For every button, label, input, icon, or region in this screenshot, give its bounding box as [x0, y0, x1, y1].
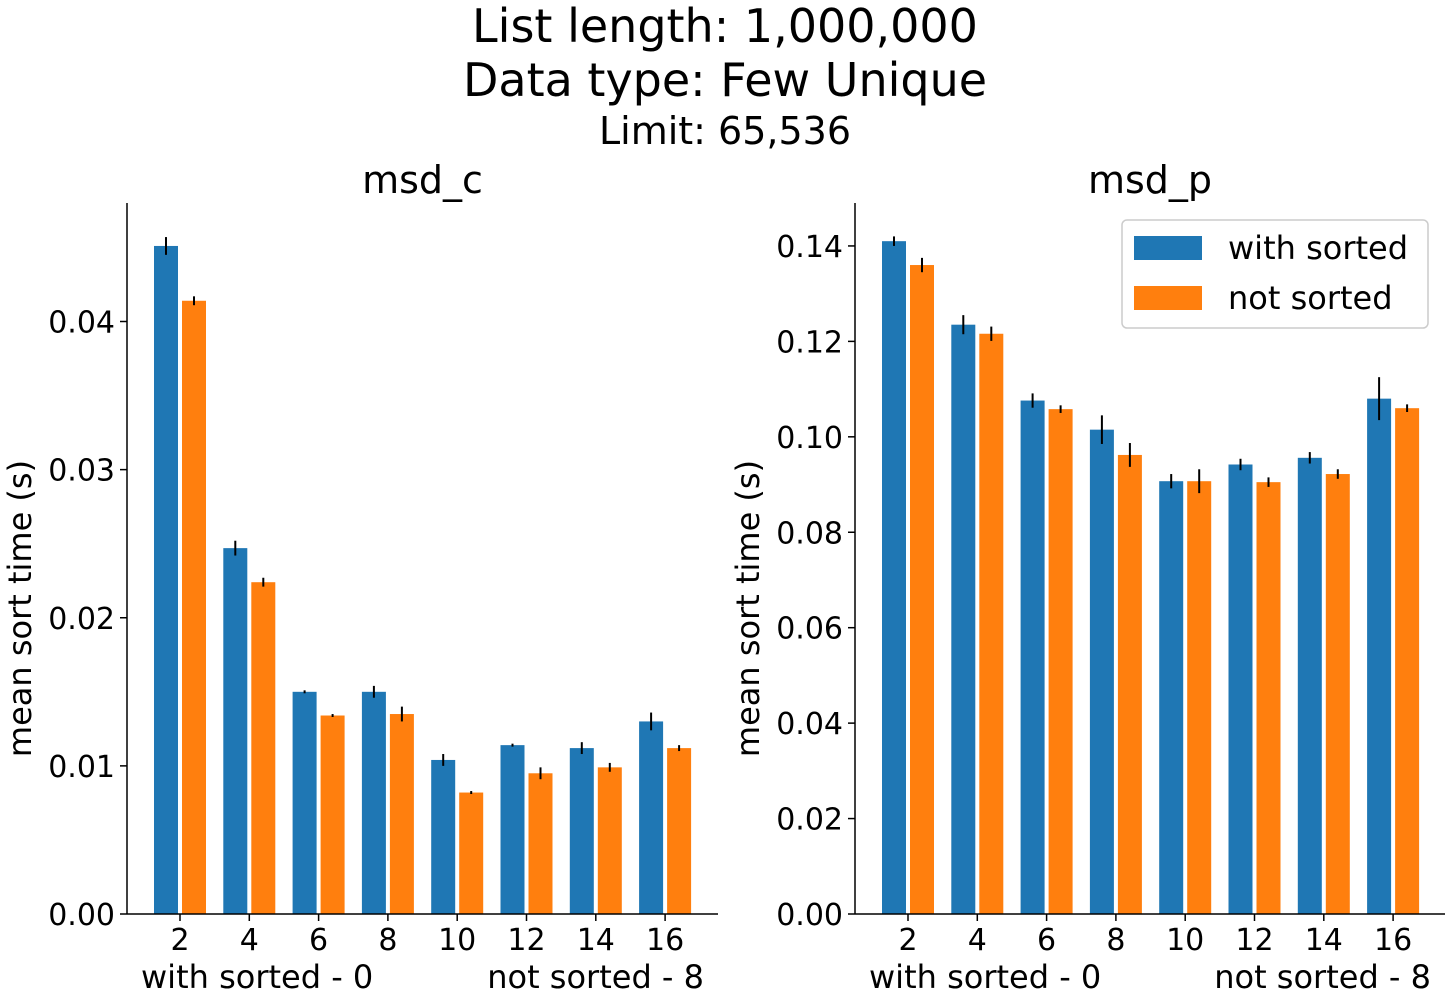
bar-msd_c-with-sorted-8: [361, 691, 386, 914]
x-axis-label-right-msd_c: not sorted - 8: [487, 958, 704, 996]
x-axis-label-left-msd_c: with sorted - 0: [141, 958, 373, 996]
bar-msd_p-not-sorted-14: [1325, 474, 1350, 914]
bar-msd_p-with-sorted-8: [1089, 429, 1114, 914]
figure-title-line1: List length: 1,000,000: [472, 0, 978, 53]
bar-msd_c-with-sorted-6: [292, 691, 317, 914]
bar-msd_p-not-sorted-16: [1395, 408, 1420, 914]
y-tick-label-msd_c-0.00: 0.00: [48, 898, 115, 933]
x-tick-label-msd_p-10: 10: [1166, 923, 1204, 958]
x-tick-label-msd_p-14: 14: [1305, 923, 1343, 958]
bar-msd_p-with-sorted-16: [1367, 398, 1392, 914]
panel-title-msd_p: msd_p: [1088, 158, 1212, 202]
x-tick-label-msd_p-12: 12: [1235, 923, 1273, 958]
y-tick-label-msd_p-0.00: 0.00: [776, 898, 843, 933]
bar-msd_c-not-sorted-10: [459, 792, 484, 914]
bar-msd_c-with-sorted-10: [431, 759, 456, 914]
bar-msd_c-with-sorted-16: [639, 721, 664, 914]
bar-msd_p-with-sorted-14: [1297, 457, 1322, 914]
bar-msd_p-not-sorted-2: [910, 265, 934, 914]
bar-msd_c-not-sorted-14: [597, 767, 622, 914]
y-tick-label-msd_p-0.10: 0.10: [776, 421, 843, 456]
bar-msd_p-with-sorted-2: [882, 241, 906, 914]
x-axis-label-left-msd_p: with sorted - 0: [869, 958, 1101, 996]
bar-msd_c-not-sorted-12: [528, 773, 553, 914]
x-tick-label-msd_c-6: 6: [309, 923, 328, 958]
bar-msd_c-with-sorted-14: [569, 748, 594, 914]
y-tick-label-msd_c-0.03: 0.03: [48, 454, 115, 489]
legend-label-not-sorted: not sorted: [1228, 279, 1393, 317]
y-tick-label-msd_c-0.04: 0.04: [48, 306, 115, 341]
figure-title-line2: Data type: Few Unique: [462, 53, 988, 107]
x-tick-label-msd_c-14: 14: [577, 923, 615, 958]
legend-label-with-sorted: with sorted: [1228, 229, 1408, 267]
y-tick-label-msd_p-0.06: 0.06: [776, 612, 843, 647]
bar-msd_p-not-sorted-8: [1117, 454, 1142, 914]
bar-msd_p-with-sorted-6: [1020, 400, 1045, 915]
y-tick-label-msd_p-0.08: 0.08: [776, 516, 843, 551]
bar-msd_c-not-sorted-2: [182, 300, 206, 914]
legend-swatch-with-sorted: [1134, 236, 1202, 260]
bar-msd_p-with-sorted-4: [951, 324, 976, 914]
bar-msd_p-not-sorted-12: [1256, 482, 1281, 914]
x-tick-label-msd_c-10: 10: [438, 923, 476, 958]
bar-msd_c-not-sorted-16: [667, 748, 692, 914]
x-tick-label-msd_c-16: 16: [646, 923, 684, 958]
bar-msd_c-not-sorted-8: [389, 714, 414, 914]
y-axis-label-msd_p: mean sort time (s): [729, 460, 767, 757]
legend-swatch-not-sorted: [1134, 286, 1202, 310]
y-tick-label-msd_p-0.02: 0.02: [776, 803, 843, 838]
x-tick-label-msd_p-16: 16: [1374, 923, 1412, 958]
bar-msd_c-with-sorted-12: [500, 745, 525, 914]
bar-msd_c-with-sorted-4: [223, 548, 248, 914]
y-axis-label-msd_c: mean sort time (s): [1, 460, 39, 757]
x-tick-label-msd_c-4: 4: [240, 923, 259, 958]
x-tick-label-msd_c-2: 2: [170, 923, 189, 958]
panel-title-msd_c: msd_c: [362, 158, 483, 202]
x-tick-label-msd_p-4: 4: [968, 923, 987, 958]
bar-msd_p-with-sorted-10: [1159, 481, 1184, 914]
bar-msd_p-with-sorted-12: [1228, 464, 1253, 914]
y-tick-label-msd_c-0.02: 0.02: [48, 602, 115, 637]
x-tick-label-msd_p-2: 2: [898, 923, 917, 958]
x-tick-label-msd_c-12: 12: [507, 923, 545, 958]
bar-msd_c-with-sorted-2: [154, 245, 178, 915]
y-tick-label-msd_p-0.14: 0.14: [776, 230, 843, 265]
bar-msd_p-not-sorted-6: [1048, 409, 1073, 914]
x-tick-label-msd_c-8: 8: [378, 923, 397, 958]
y-tick-label-msd_c-0.01: 0.01: [48, 750, 115, 785]
bar-msd_c-not-sorted-6: [320, 715, 345, 914]
x-axis-label-right-msd_p: not sorted - 8: [1214, 958, 1431, 996]
y-tick-label-msd_p-0.12: 0.12: [776, 325, 843, 360]
x-tick-label-msd_p-6: 6: [1037, 923, 1056, 958]
figure-title-line3: Limit: 65,536: [598, 109, 852, 153]
bar-msd_p-not-sorted-10: [1187, 481, 1212, 914]
bar-msd_c-not-sorted-4: [251, 582, 276, 914]
x-tick-label-msd_p-8: 8: [1106, 923, 1125, 958]
bar-msd_p-not-sorted-4: [979, 333, 1004, 914]
y-tick-label-msd_p-0.04: 0.04: [776, 707, 843, 742]
